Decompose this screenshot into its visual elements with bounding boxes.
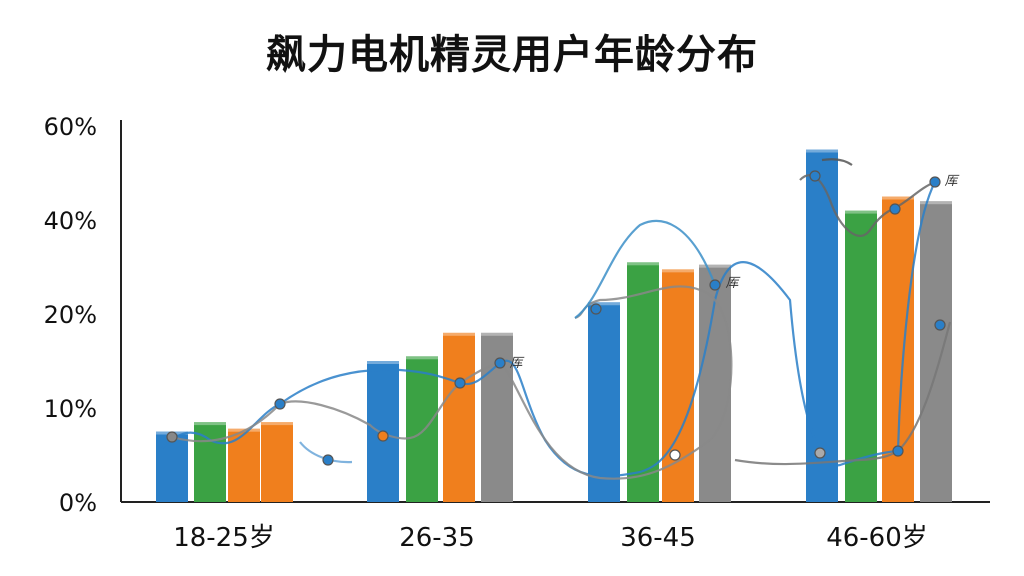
trend-curve — [821, 158, 853, 166]
marker-dot — [934, 319, 946, 331]
bar — [443, 332, 475, 502]
bar-highlight — [662, 269, 694, 273]
bar-highlight — [406, 356, 438, 360]
marker-dot — [166, 431, 178, 443]
marker-dot — [889, 203, 901, 215]
marker-dot — [377, 430, 389, 442]
marker-dot — [590, 303, 602, 315]
x-tick-label: 18-25岁 — [173, 523, 275, 553]
trend-curve — [171, 285, 733, 480]
marker-dot — [669, 449, 681, 461]
marker-dot — [814, 447, 826, 459]
marker-dot — [322, 454, 334, 466]
marker-dot — [454, 377, 466, 389]
bar-highlight — [699, 264, 731, 268]
bar-highlight — [367, 361, 399, 364]
bar — [662, 269, 694, 502]
bar-highlight — [920, 201, 952, 205]
trend-curve — [799, 174, 936, 237]
bar-highlight — [443, 332, 475, 336]
bar-highlight — [481, 332, 513, 336]
trend-curve — [574, 219, 717, 319]
marker-label: 厍 — [725, 276, 740, 291]
bar-highlight — [261, 422, 293, 426]
bar — [481, 332, 513, 502]
trend-curve — [299, 441, 353, 464]
x-tick-label: 46-60岁 — [826, 523, 928, 553]
bar-highlight — [806, 149, 838, 153]
bar-highlight — [845, 210, 877, 214]
trend-curve — [734, 321, 952, 466]
bar-highlight — [588, 302, 620, 306]
x-tick-label: 36-45 — [620, 523, 696, 553]
bar — [228, 428, 260, 502]
marker-dot — [709, 279, 721, 291]
marker-label: 厍 — [509, 356, 524, 371]
bar-highlight — [627, 262, 659, 266]
y-tick-label: 60% — [44, 113, 97, 141]
bar — [194, 422, 226, 502]
y-tick-label: 10% — [44, 395, 97, 423]
marker-dot — [274, 398, 286, 410]
bar — [588, 302, 620, 502]
marker-dot — [809, 170, 821, 182]
y-tick-label: 20% — [44, 301, 97, 329]
bar — [261, 422, 293, 502]
bar — [920, 201, 952, 502]
bar — [406, 356, 438, 502]
marker-dot — [929, 176, 941, 188]
chart-title: 飙力电机精灵用户年龄分布 — [266, 32, 758, 78]
marker-dot — [892, 445, 904, 457]
y-tick-label: 40% — [44, 207, 97, 235]
bar-highlight — [882, 196, 914, 200]
marker-dot — [494, 357, 506, 369]
marker-label: 厍 — [944, 174, 959, 189]
bar — [156, 431, 188, 502]
bar — [845, 210, 877, 502]
bar — [627, 262, 659, 502]
x-tick-label: 26-35 — [399, 523, 475, 553]
y-tick-label: 0% — [59, 489, 97, 517]
bar-highlight — [194, 422, 226, 426]
